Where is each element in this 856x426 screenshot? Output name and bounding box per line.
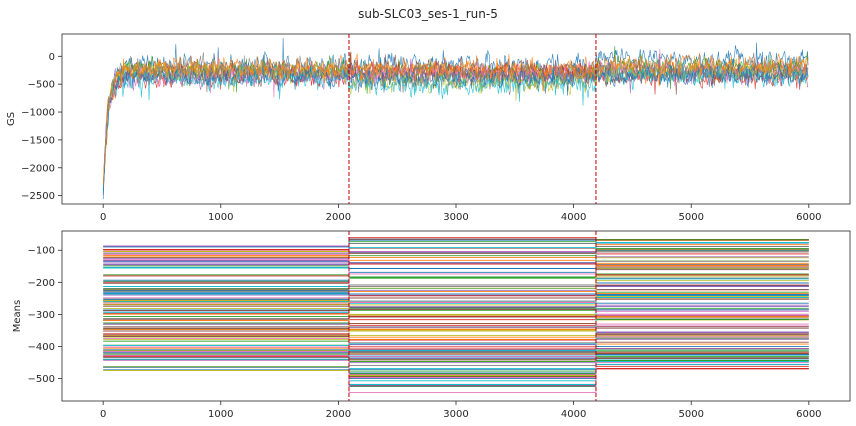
means-xticks: 0 1000 2000 3000 4000 5000 6000 <box>100 401 822 420</box>
means-series-line <box>103 247 809 332</box>
means-series-line <box>103 276 809 355</box>
means-series-line <box>103 257 809 355</box>
means-series-line <box>103 291 809 330</box>
means-series-line <box>103 322 809 359</box>
means-series-group <box>103 237 809 393</box>
means-series-line <box>103 301 809 385</box>
gs-vlines <box>348 34 597 204</box>
means-series-line <box>103 287 809 371</box>
gs-series-group <box>102 37 809 200</box>
means-series-line <box>103 265 809 367</box>
means-series-line <box>103 319 809 361</box>
means-ytick-label: −400 <box>28 342 55 353</box>
means-series-line <box>103 289 809 358</box>
gs-xtick-label: 1000 <box>208 212 233 223</box>
means-ytick-label: −500 <box>28 374 55 385</box>
means-ytick-label: −200 <box>28 278 55 289</box>
means-series-line <box>103 251 809 354</box>
gs-xtick-label: 3000 <box>443 212 468 223</box>
means-xtick-label: 0 <box>100 409 106 420</box>
means-series-line <box>103 275 809 336</box>
gs-ytick-label: −2500 <box>21 191 55 202</box>
means-series-line <box>103 264 809 301</box>
means-series-line <box>103 260 809 289</box>
means-series-line <box>103 248 809 342</box>
means-series-line <box>103 250 809 304</box>
gs-ytick-label: −1000 <box>21 108 55 119</box>
means-yticks: −100 −200 −300 −400 −500 <box>28 246 62 385</box>
means-series-line <box>103 297 809 361</box>
gs-xtick-label: 0 <box>100 212 106 223</box>
means-series-line <box>103 267 809 376</box>
means-series-line <box>103 279 809 359</box>
means-xtick-label: 3000 <box>443 409 468 420</box>
means-vlines <box>348 231 597 401</box>
means-series-line <box>103 298 809 335</box>
means-series-line <box>103 253 809 393</box>
gs-series-line <box>102 58 809 194</box>
means-series-line <box>103 346 809 370</box>
means-series-line <box>103 249 809 337</box>
means-xtick-label: 1000 <box>208 409 233 420</box>
means-xtick-label: 2000 <box>326 409 351 420</box>
gs-ytick-label: −2000 <box>21 163 55 174</box>
means-series-line <box>103 317 809 344</box>
gs-ytick-label: −1500 <box>21 135 55 146</box>
means-series-line <box>103 258 809 325</box>
means-series-line <box>103 297 809 379</box>
means-series-line <box>103 316 809 378</box>
means-series-line <box>103 292 809 311</box>
means-series-line <box>103 249 809 291</box>
means-ylabel: Means <box>12 300 23 332</box>
means-series-line <box>103 239 809 375</box>
means-xtick-label: 5000 <box>678 409 703 420</box>
means-series-line <box>103 320 809 353</box>
means-series-line <box>103 252 809 302</box>
means-series-line <box>103 246 809 304</box>
gs-xticks: 0 1000 2000 3000 4000 5000 6000 <box>100 204 822 223</box>
means-series-line <box>103 252 809 329</box>
means-series-line <box>103 250 809 363</box>
gs-panel: 0 1000 2000 3000 4000 5000 6000 0 −500 −1000 −150… <box>6 33 851 223</box>
means-ytick-label: −300 <box>28 310 55 321</box>
figure-title: sub-SLC03_ses-1_run-5 <box>358 7 498 21</box>
means-series-line <box>103 242 809 370</box>
means-series-line <box>103 294 809 380</box>
means-series-line <box>103 294 809 346</box>
gs-xtick-label: 4000 <box>561 212 586 223</box>
means-series-line <box>103 330 809 351</box>
gs-xtick-label: 6000 <box>796 212 821 223</box>
gs-ylabel: GS <box>6 112 17 126</box>
gs-series-line <box>102 54 809 200</box>
means-series-line <box>103 245 809 350</box>
means-panel: 0 1000 2000 3000 4000 5000 6000 −100 −200 −300 −4… <box>12 230 851 420</box>
gs-ytick-label: −500 <box>28 80 55 91</box>
means-series-line <box>103 256 809 337</box>
gs-series-line <box>102 37 809 195</box>
means-series-line <box>103 266 809 361</box>
gs-ytick-label: 0 <box>49 52 55 63</box>
means-series-line <box>103 280 809 315</box>
gs-xtick-label: 2000 <box>326 212 351 223</box>
means-xtick-label: 6000 <box>796 409 821 420</box>
gs-xtick-label: 5000 <box>678 212 703 223</box>
means-xtick-label: 4000 <box>561 409 586 420</box>
gs-series-line <box>102 53 809 186</box>
means-series-line <box>103 251 809 307</box>
means-series-line <box>103 271 809 351</box>
means-ytick-label: −100 <box>28 246 55 257</box>
gs-yticks: 0 −500 −1000 −1500 −2000 −2500 <box>21 52 62 202</box>
means-series-line <box>103 255 809 361</box>
means-series-line <box>103 249 809 341</box>
means-series-line <box>103 265 809 387</box>
means-series-line <box>103 281 809 334</box>
means-series-line <box>103 263 809 387</box>
means-series-line <box>103 302 809 356</box>
means-series-line <box>103 297 809 360</box>
